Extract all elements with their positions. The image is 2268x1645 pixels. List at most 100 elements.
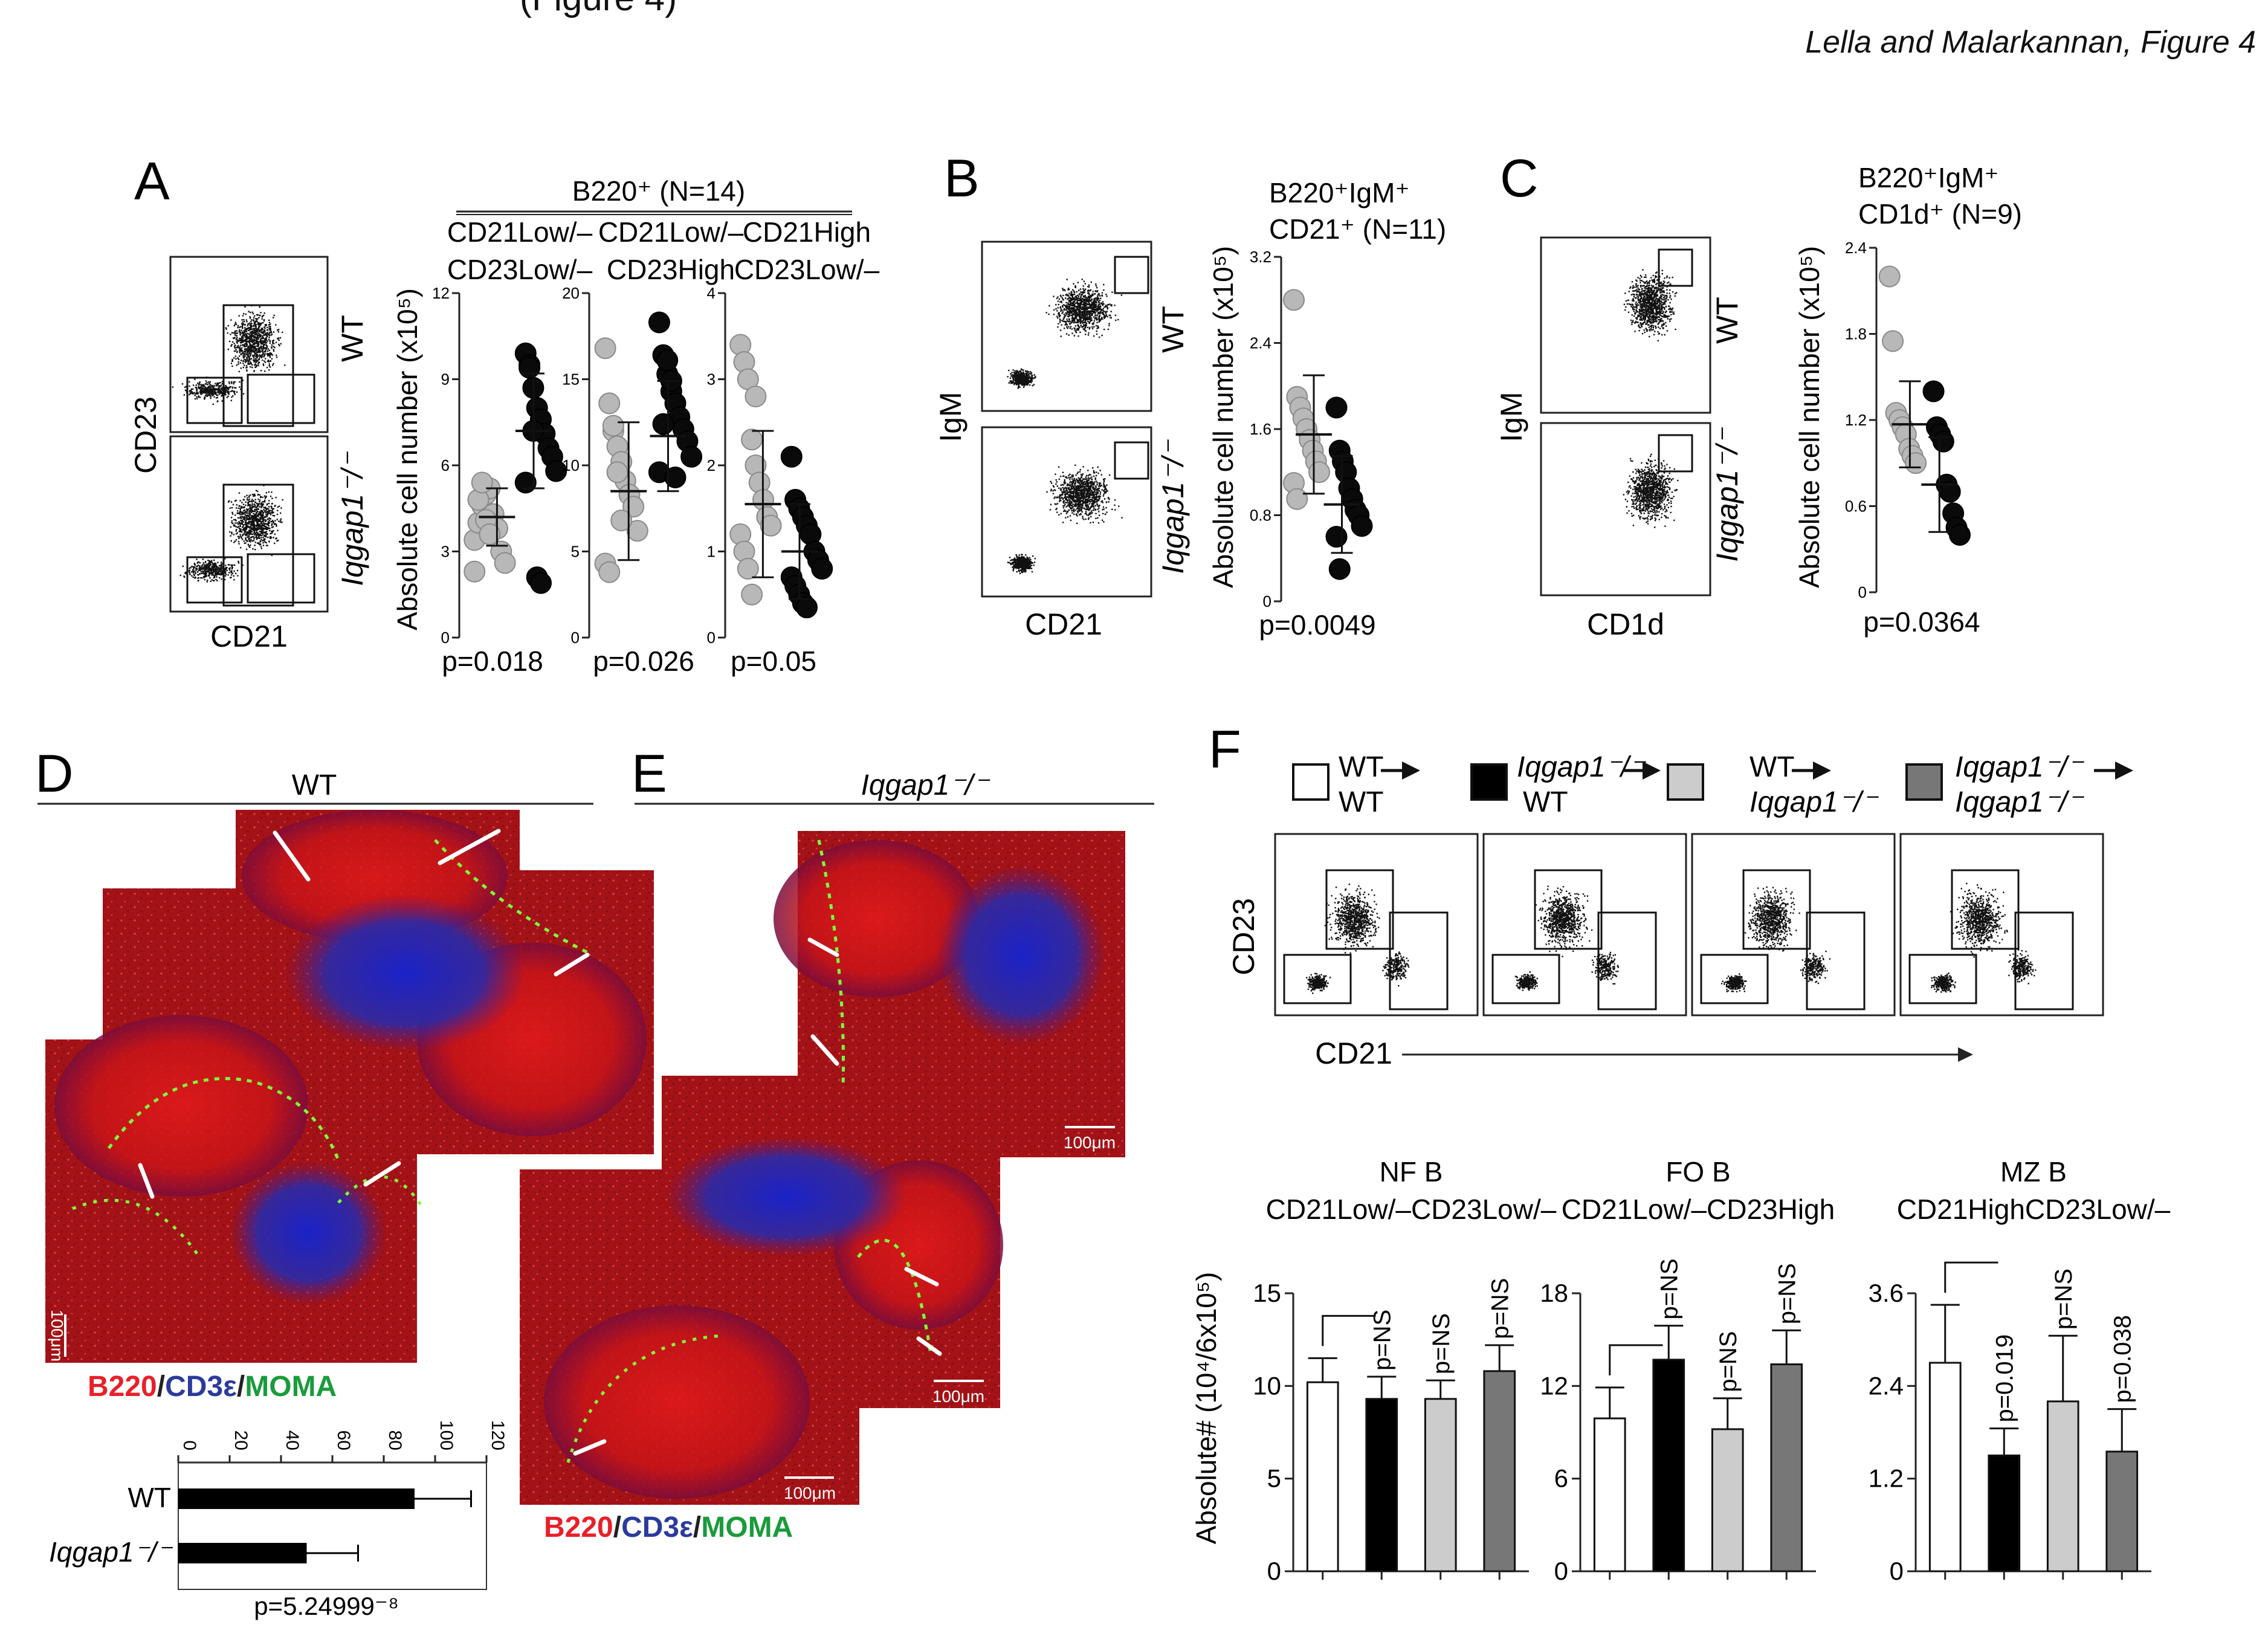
- bar-chart-f3: MZ B CD21HighCD23Low/– 0 1.2 2.4 3.6 p=0.019 p=…: [1869, 1156, 2171, 1585]
- wt-data-point: [494, 552, 516, 574]
- wt-data-point: [1308, 461, 1330, 483]
- x-tick-label: 20: [231, 1430, 251, 1450]
- flow-x-axis-label: CD21: [1315, 1036, 1392, 1070]
- ko-data-point: [545, 460, 567, 482]
- significance-label: p=NS: [2050, 1268, 2077, 1330]
- flow-event-cloud: [1007, 368, 1036, 389]
- top-text-fragment: (Figure 4): [520, 0, 677, 19]
- scatter-a3: 0 1 2 3 4: [707, 284, 833, 647]
- y-tick-label: 3: [441, 543, 450, 561]
- flow-plot-frame: [1482, 833, 1687, 1016]
- flow-x-axis-label: CD21: [1025, 607, 1102, 641]
- flow-event-cloud: [1623, 269, 1678, 341]
- y-tick-label: 3: [707, 370, 716, 389]
- flow-gate: [222, 483, 294, 607]
- chart-title: NF B: [1380, 1156, 1443, 1188]
- y-tick-label: 0: [1554, 1557, 1568, 1585]
- scale-bar: 100μm 100μm 100μm: [784, 1126, 1116, 1502]
- panel-a-y-label: Absolute cell number (x10⁵): [392, 288, 423, 630]
- svg-text:Iqgap1⁻/⁻: Iqgap1⁻/⁻: [1749, 786, 1879, 818]
- flow-gate: [1114, 441, 1149, 480]
- ko-data-point: [664, 466, 687, 488]
- flow-y-axis-label: IgM: [1494, 392, 1528, 442]
- flow-row-label-ko: Iqgap1⁻/⁻: [1156, 439, 1190, 574]
- svg-text:Iqgap1⁻/⁻: Iqgap1⁻/⁻: [1955, 786, 2084, 818]
- wt-data-point: [1878, 265, 1901, 288]
- flow-gate: [1114, 256, 1149, 294]
- ko-data-point: [530, 572, 552, 594]
- flow-event-cloud: [1306, 972, 1331, 994]
- comparison-bracket: [1944, 1261, 1998, 1293]
- flow-event-cloud: [1514, 971, 1538, 991]
- panel-b-title-1: B220⁺IgM⁺: [1269, 177, 1410, 208]
- moma-rim: [857, 1238, 932, 1354]
- y-tick-label: 0: [1890, 1557, 1904, 1585]
- subset-1-cd21: CD21Low/–: [447, 216, 593, 248]
- wt-data-point: [464, 560, 486, 583]
- flow-gate: [1534, 869, 1603, 950]
- ko-data-point: [656, 349, 679, 372]
- flow-event-cloud: [227, 485, 283, 557]
- bar-chart-f1: NF B CD21Low/–CD23Low/– 0 5 10 15 p=NS p=NS p=NS: [1253, 1156, 1556, 1585]
- flow-row-label-wt: WT: [335, 315, 369, 362]
- ko-data-point: [1922, 380, 1945, 402]
- y-tick-label: 6: [441, 456, 450, 474]
- svg-text:Iqgap1⁻/⁻: Iqgap1⁻/⁻: [1955, 751, 2084, 783]
- ko-data-point: [648, 311, 670, 334]
- b-cell-follicle: [544, 1305, 810, 1499]
- flow-plot-frame: [1540, 236, 1711, 414]
- chart-title: MZ B: [2000, 1156, 2067, 1188]
- y-tick-label: 0: [1263, 592, 1271, 610]
- ko-data-point: [780, 445, 803, 468]
- y-tick-label: 10: [1253, 1371, 1281, 1400]
- t-cell-zone: [937, 864, 1106, 1045]
- stain-legend-e: B220/CD3ε/MOMA: [544, 1511, 793, 1543]
- bar: [1770, 1363, 1803, 1572]
- stain-legend-d: B220/CD3ε/MOMA: [88, 1371, 337, 1403]
- panel-f-flow: [1274, 833, 2104, 1016]
- y-tick-label: 2: [707, 456, 716, 474]
- y-tick-label: 1.2: [1845, 411, 1867, 429]
- flow-event-cloud: [223, 305, 286, 381]
- bar: [1593, 1417, 1626, 1572]
- figure-credit: Lella and Malarkannan, Figure 4: [1805, 25, 2256, 60]
- significance-label: p=NS: [1428, 1313, 1455, 1374]
- flow-event-cloud: [1007, 554, 1036, 574]
- wt-data-point: [741, 428, 763, 451]
- flow-event-cloud: [1324, 884, 1380, 954]
- y-tick-label: 4: [707, 284, 716, 302]
- panel-letter-c: C: [1500, 148, 1539, 208]
- flow-event-cloud: [1931, 972, 1956, 993]
- flow-event-cloud: [1744, 886, 1800, 952]
- flow-gate: [1658, 434, 1693, 473]
- wt-data-point: [1283, 289, 1305, 311]
- y-tick-label: 12: [1540, 1371, 1568, 1400]
- significance-label: p=NS: [1369, 1310, 1395, 1371]
- significance-label: p=NS: [1715, 1331, 1742, 1392]
- t-cell-zone: [230, 1160, 387, 1305]
- y-tick-label: 1.8: [1845, 325, 1867, 343]
- panel-letter-d: D: [35, 743, 74, 803]
- flow-row-label-wt: WT: [1156, 306, 1190, 353]
- p-value-d: p=5.24999⁻⁸: [254, 1592, 399, 1620]
- flow-gate: [186, 556, 243, 604]
- ko-data-point: [1328, 558, 1351, 580]
- plot-frame: [178, 1462, 487, 1590]
- legend-item: WT WT: [1292, 751, 1420, 818]
- x-tick-label: 100: [436, 1420, 456, 1450]
- subset-1-cd23: CD23Low/–: [447, 254, 593, 285]
- flow-gate: [1951, 869, 2020, 950]
- moma-rim: [337, 1175, 425, 1210]
- y-tick-label: 15: [1253, 1279, 1281, 1307]
- flow-event-cloud: [2008, 949, 2037, 984]
- panel-c-y-label: Absolute cell number (x10⁵): [1794, 246, 1825, 588]
- flow-x-axis-label: CD1d: [1587, 607, 1664, 641]
- y-tick-label: 0: [571, 629, 580, 647]
- y-tick-label: 0: [1267, 1557, 1281, 1585]
- flow-gate: [247, 373, 315, 424]
- ko-data-point: [1948, 524, 1971, 546]
- wt-data-point: [1882, 330, 1904, 352]
- x-axis-arrowhead: [1958, 1047, 1973, 1062]
- flow-gate: [1658, 248, 1693, 287]
